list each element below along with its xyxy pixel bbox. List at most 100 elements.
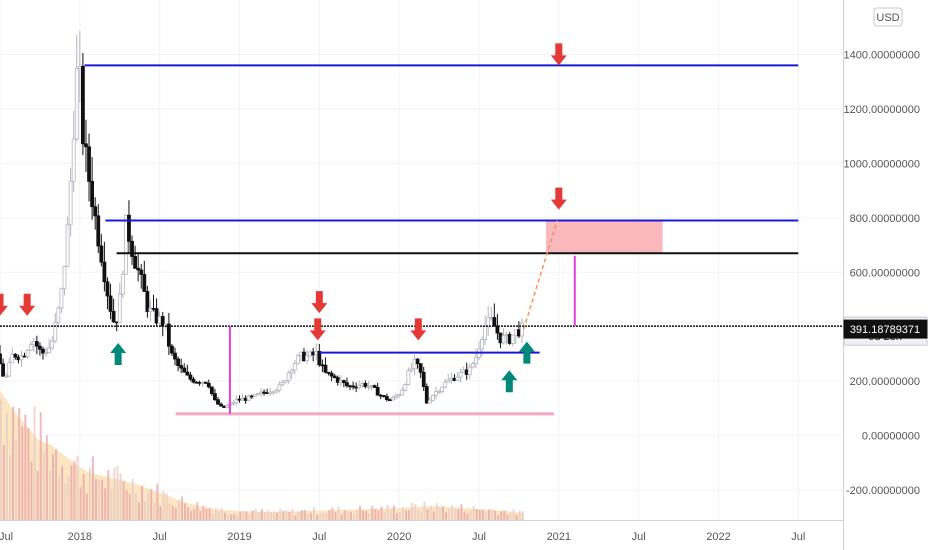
volume-bar — [205, 508, 208, 520]
volume-bar — [260, 509, 263, 520]
candle-body — [234, 398, 239, 404]
volume-bar — [202, 505, 205, 520]
volume-bar — [76, 455, 79, 520]
candle-body — [329, 372, 334, 377]
volume-bar — [113, 467, 116, 520]
up-arrow-icon — [518, 341, 535, 364]
volume-bar — [380, 506, 383, 520]
candle-body — [461, 369, 466, 373]
volume-bar — [282, 510, 285, 520]
volume-bar — [368, 513, 371, 520]
volume-ma-area — [0, 390, 524, 520]
volume-bar — [266, 510, 269, 520]
candle-body — [145, 291, 150, 312]
candle-body — [120, 273, 125, 295]
volume-bar — [319, 513, 322, 520]
candle-body — [10, 353, 15, 364]
y-tick-label: 800.00000000 — [850, 213, 920, 225]
volume-bar — [392, 505, 395, 520]
candle-body — [308, 351, 313, 357]
candle-body — [117, 293, 122, 324]
volume-bar — [355, 510, 358, 520]
volume-bar — [349, 511, 352, 520]
candle-body — [286, 372, 291, 381]
volume-bar — [125, 489, 128, 520]
candle-body — [240, 397, 245, 401]
candle-body — [283, 380, 288, 383]
candle-body — [492, 317, 497, 327]
candle-body — [31, 341, 36, 346]
volume-bar — [150, 488, 153, 520]
volume-bar — [408, 510, 411, 520]
volume-bar — [414, 504, 417, 520]
candle-body — [219, 403, 223, 407]
candle-body — [34, 341, 39, 347]
volume-bar — [199, 511, 202, 520]
candle-body — [332, 375, 337, 378]
volume-bar — [340, 514, 343, 520]
volume-bar — [196, 502, 199, 520]
volume-bar — [245, 511, 248, 520]
volume-bar — [2, 445, 5, 520]
projection-line — [522, 220, 558, 330]
currency-badge[interactable]: USD — [873, 7, 903, 27]
candle-body — [434, 391, 438, 396]
volume-bar — [377, 510, 380, 520]
candle-body — [504, 334, 509, 337]
volume-bar — [371, 505, 374, 520]
candle-body — [467, 366, 472, 375]
candle-body — [56, 307, 61, 323]
candle-body — [348, 385, 352, 388]
volume-bar — [328, 509, 331, 520]
volume-bar — [79, 487, 82, 520]
candle-body — [375, 387, 380, 396]
candle-body — [114, 321, 119, 324]
volume-bar — [475, 509, 478, 520]
volume-bar — [119, 473, 122, 520]
volume-bar — [494, 510, 497, 520]
candle-body — [206, 382, 211, 388]
volume-bar — [211, 514, 214, 520]
volume-bar — [478, 509, 481, 520]
candle-body — [302, 351, 306, 362]
candle-body — [222, 405, 227, 408]
volume-bar — [405, 510, 408, 520]
candle-body — [50, 340, 55, 349]
volume-bar — [457, 508, 460, 520]
candle-body — [486, 317, 491, 327]
volume-bar — [506, 514, 509, 520]
candle-body — [191, 378, 196, 383]
target-zone — [546, 220, 663, 254]
volume-bar — [491, 509, 494, 520]
volume-bar — [27, 427, 30, 520]
volume-bar — [88, 467, 91, 520]
volume-bar — [325, 512, 328, 520]
volume-bar — [460, 504, 463, 520]
candle-body — [406, 370, 411, 385]
candle-body — [427, 399, 432, 404]
candle-body — [13, 353, 18, 358]
volume-bar — [45, 435, 48, 520]
volume-bar — [395, 513, 398, 520]
candle-body — [298, 351, 303, 357]
volume-bar — [269, 512, 272, 520]
candle-body — [182, 367, 187, 373]
volume-bar — [343, 510, 346, 520]
volume-bar — [463, 511, 466, 520]
candle-body — [381, 395, 386, 397]
candle-body — [520, 322, 524, 337]
volume-bar — [184, 503, 187, 520]
candle-body — [166, 323, 171, 347]
x-tick-label: 2022 — [706, 531, 730, 543]
candle-body — [185, 371, 190, 376]
candle-body — [96, 215, 101, 247]
volume-bar — [417, 510, 420, 520]
candle-body — [421, 371, 426, 387]
candle-body — [105, 281, 110, 297]
candle-body — [446, 379, 451, 383]
candle-body — [295, 355, 300, 364]
volume-bar — [466, 513, 469, 520]
volume-bar — [276, 512, 279, 520]
volume-bar — [70, 465, 73, 520]
